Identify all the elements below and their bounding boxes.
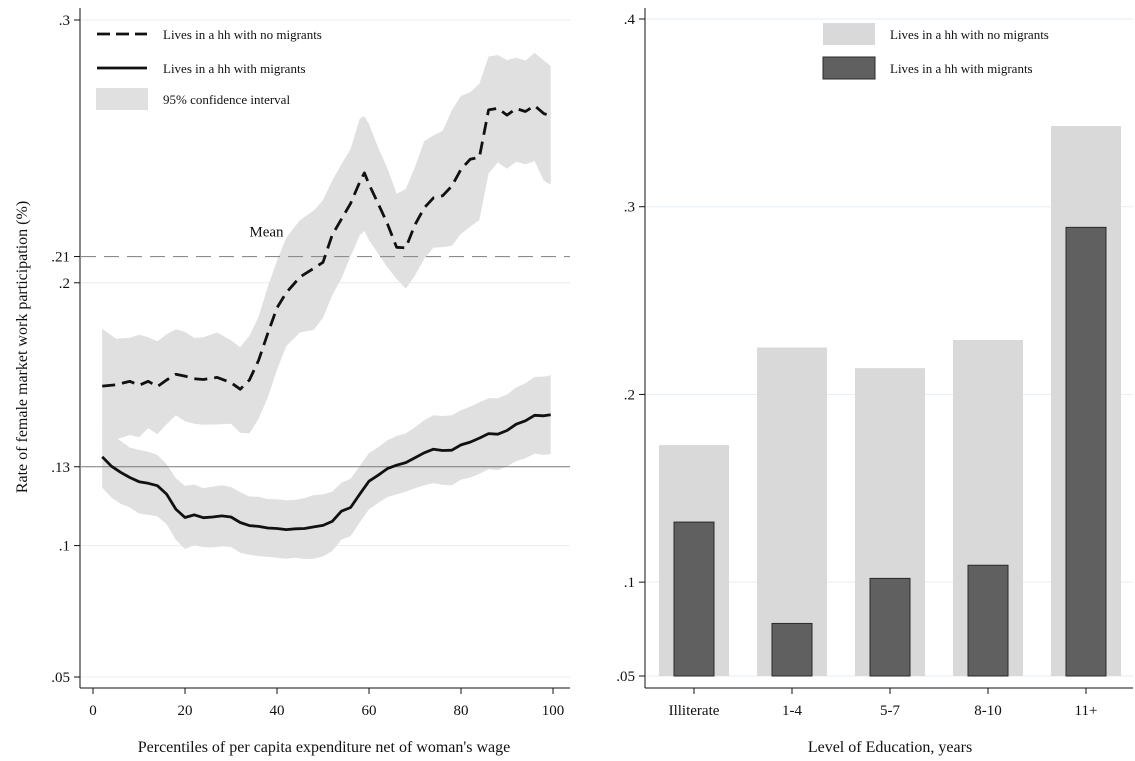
legend-label-1: Lives in a hh with migrants [163, 61, 306, 76]
left-x-axis-title: Percentiles of per capita expenditure ne… [138, 739, 511, 756]
right-y-tick-label-0: .05 [616, 669, 635, 685]
right-bar-chart: .05 .1 .2 .3 .4 Illiterate 1-4 5-7 8-10 11+ Lives… [616, 8, 1133, 756]
series-line-1 [101, 413, 551, 531]
ci-band-series-0 [102, 52, 551, 449]
left-y-tick-label-0: .05 [51, 670, 70, 686]
bar-series-1-Illiterate [673, 521, 715, 677]
legend-label-2: 95% confidence interval [163, 92, 290, 107]
left-legend: Lives in a hh with no migrants Lives in a… [96, 27, 322, 110]
bar-series-1-5-7 [869, 577, 911, 677]
series-line-0 [102, 104, 552, 391]
right-x-tick-label-1: 1-4 [782, 703, 802, 719]
left-series-lines [101, 104, 552, 531]
right-axes: .05 .1 .2 .3 .4 Illiterate 1-4 5-7 8-10 11+ [616, 8, 1133, 719]
right-bars [659, 125, 1121, 677]
right-x-tick-label-0: Illiterate [669, 703, 720, 719]
right-legend-label-0: Lives in a hh with no migrants [890, 27, 1049, 42]
left-confidence-bands [102, 52, 551, 559]
left-y-tick-label-1: .1 [59, 539, 70, 555]
legend-label-0: Lives in a hh with no migrants [163, 27, 322, 42]
reference-line-annotation-0: Mean [249, 225, 284, 241]
bar-series-1-11+ [1065, 226, 1107, 677]
right-y-tick-label-1: .1 [624, 575, 635, 591]
left-x-tick-label-0: 0 [89, 703, 97, 719]
left-x-tick-label-5: 100 [542, 703, 565, 719]
right-legend: Lives in a hh with no migrants Lives in a… [822, 23, 1049, 80]
left-y-tick-label-4: .21 [51, 250, 70, 266]
bar-series-0-1-4 [757, 347, 827, 676]
right-x-tick-label-4: 11+ [1075, 703, 1098, 719]
right-y-tick-label-2: .2 [624, 387, 635, 403]
right-x-tick-label-2: 5-7 [880, 703, 900, 719]
ci-band-series-1 [102, 375, 551, 559]
right-x-tick-label-3: 8-10 [974, 703, 1002, 719]
right-y-tick-label-4: .4 [624, 12, 636, 28]
bar-series-1-8-10 [967, 564, 1009, 677]
right-y-tick-label-3: .3 [624, 200, 635, 216]
left-x-tick-label-2: 40 [270, 703, 285, 719]
left-axes: .05 .1 .13 .2 .21 .3 0 20 40 60 80 100 [51, 8, 570, 719]
right-x-axis-title: Level of Education, years [808, 739, 972, 756]
left-x-tick-label-1: 20 [178, 703, 193, 719]
left-x-tick-label-4: 80 [454, 703, 469, 719]
right-legend-swatch-1 [822, 56, 876, 80]
left-y-tick-label-5: .3 [59, 13, 70, 29]
right-legend-swatch-0 [823, 23, 875, 45]
left-line-chart: Mean .05 .1 .13 .2 .21 .3 0 20 40 60 80 100 Lives i… [14, 8, 570, 756]
right-legend-label-1: Lives in a hh with migrants [890, 61, 1033, 76]
bar-series-1-1-4 [771, 622, 813, 677]
left-x-tick-label-3: 60 [362, 703, 377, 719]
left-y-axis-title: Rate of female market work participation… [14, 201, 31, 493]
legend-swatch-ci [96, 88, 148, 110]
left-y-tick-label-3: .2 [59, 276, 70, 292]
left-y-tick-label-2: .13 [51, 460, 70, 476]
